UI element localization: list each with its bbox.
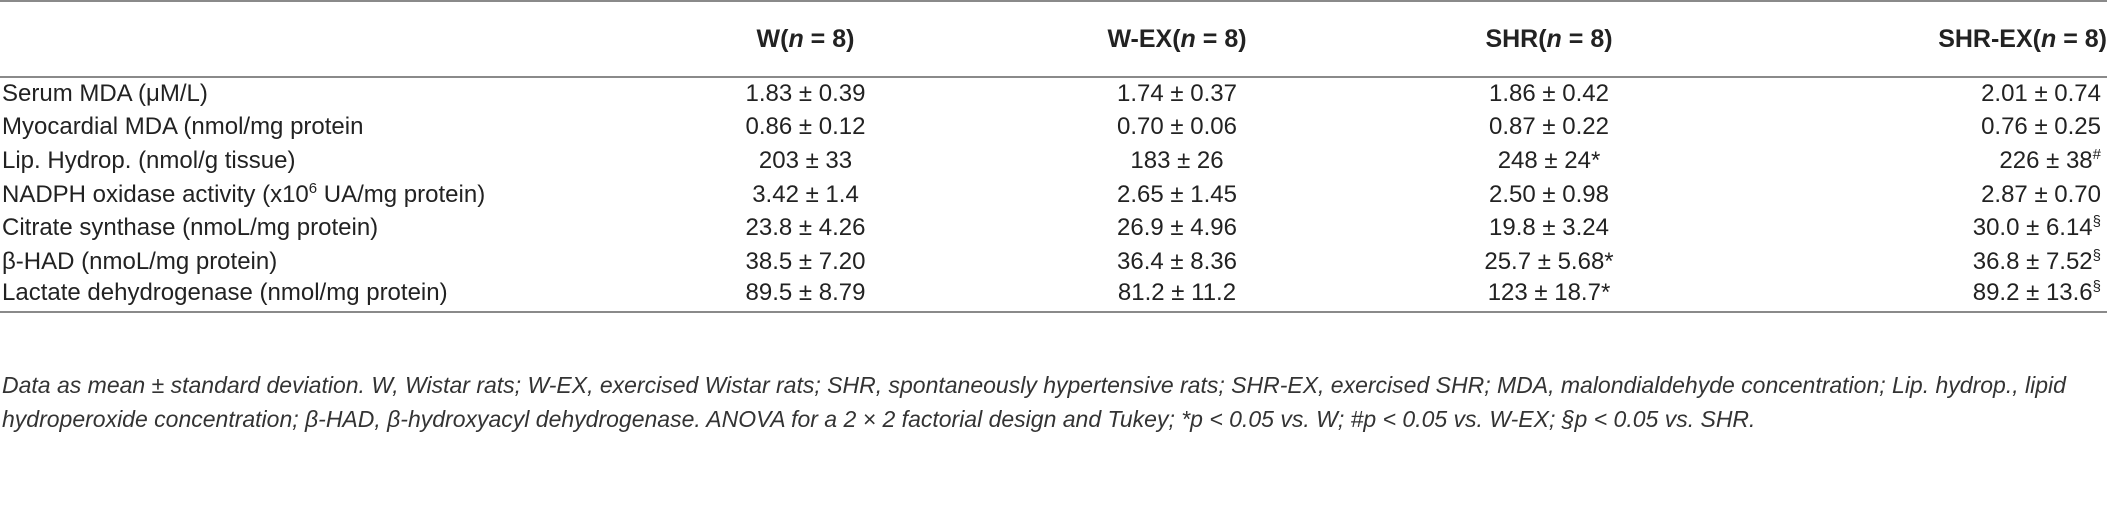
cell-shr: 248 ± 24* — [1497, 146, 1601, 174]
data-table: W(n = 8) W-EX(n = 8) SHR(n = 8) SHR-EX(n… — [0, 0, 2107, 314]
table-row: Citrate synthase (nmoL/mg protein) 23.8 … — [0, 211, 2107, 245]
cell-w: 23.8 ± 4.26 — [745, 214, 866, 242]
cell-w: 38.5 ± 7.20 — [745, 247, 866, 275]
cell-w: 203 ± 33 — [758, 146, 853, 174]
cell-shr: 1.86 ± 0.42 — [1489, 80, 1609, 108]
cell-w: 0.86 ± 0.12 — [745, 113, 866, 141]
cell-shr: 19.8 ± 3.24 — [1489, 214, 1609, 242]
table-row: Serum MDA (μM/L) 1.83 ± 0.39 1.74 ± 0.37… — [0, 77, 2107, 111]
significance-mark: § — [2092, 213, 2101, 231]
cell-shr-ex: 2.87 ± 0.70 — [1981, 180, 2101, 208]
cell-shr-ex: 226 ± 38# — [1999, 145, 2101, 174]
cell-shr: 0.87 ± 0.22 — [1489, 113, 1609, 141]
header-cell-w-ex: W-EX(n = 8) — [991, 0, 1363, 78]
table-row: NADPH oxidase activity (x106 UA/mg prote… — [0, 178, 2107, 212]
table-row: Lactate dehydrogenase (nmol/mg protein) … — [0, 277, 2107, 314]
table-header-row: W(n = 8) W-EX(n = 8) SHR(n = 8) SHR-EX(n… — [0, 0, 2107, 78]
exponent: 6 — [308, 179, 318, 197]
cell-w-ex: 183 ± 26 — [1130, 146, 1224, 174]
cell-shr: 2.50 ± 0.98 — [1489, 180, 1609, 208]
cell-w-ex: 26.9 ± 4.96 — [1117, 214, 1237, 242]
cell-shr-ex: 30.0 ± 6.14§ — [1972, 213, 2101, 242]
significance-mark: # — [2092, 145, 2101, 163]
row-label: Lip. Hydrop. (nmol/g tissue) — [2, 146, 296, 174]
row-label: Serum MDA (μM/L) — [2, 80, 208, 108]
significance-mark: § — [2092, 277, 2101, 295]
data-table-container: W(n = 8) W-EX(n = 8) SHR(n = 8) SHR-EX(n… — [0, 0, 2107, 314]
cell-w-ex: 81.2 ± 11.2 — [991, 278, 1363, 314]
cell-shr-ex: 0.76 ± 0.25 — [1981, 113, 2101, 141]
cell-w-ex: 1.74 ± 0.37 — [1117, 80, 1237, 108]
row-label: β-HAD (nmoL/mg protein) — [2, 247, 278, 275]
header-cell-label — [0, 0, 620, 78]
cell-w: 89.5 ± 8.79 — [620, 278, 991, 314]
header-cell-shr-ex: SHR-EX(n = 8) — [1735, 0, 2107, 78]
row-label: NADPH oxidase activity (x106 UA/mg prote… — [2, 179, 486, 208]
cell-w-ex: 36.4 ± 8.36 — [1117, 247, 1237, 275]
cell-w-ex: 0.70 ± 0.06 — [1117, 113, 1237, 141]
cell-shr-ex: 89.2 ± 13.6§ — [1735, 277, 2107, 314]
cell-shr-ex: 2.01 ± 0.74 — [1981, 80, 2101, 108]
cell-shr-ex: 36.8 ± 7.52§ — [1972, 246, 2101, 275]
row-label: Myocardial MDA (nmol/mg protein — [2, 113, 364, 141]
header-cell-shr: SHR(n = 8) — [1363, 0, 1735, 78]
row-label: Citrate synthase (nmoL/mg protein) — [2, 214, 379, 242]
table-row: Lip. Hydrop. (nmol/g tissue) 203 ± 33 18… — [0, 144, 2107, 178]
cell-w: 1.83 ± 0.39 — [745, 80, 866, 108]
cell-w-ex: 2.65 ± 1.45 — [1117, 180, 1237, 208]
table-row: Myocardial MDA (nmol/mg protein 0.86 ± 0… — [0, 111, 2107, 145]
cell-shr: 123 ± 18.7* — [1363, 278, 1735, 314]
row-label: Lactate dehydrogenase (nmol/mg protein) — [0, 278, 620, 314]
cell-w: 3.42 ± 1.4 — [752, 180, 859, 208]
table-row: β-HAD (nmoL/mg protein) 38.5 ± 7.20 36.4… — [0, 245, 2107, 279]
header-cell-w: W(n = 8) — [620, 0, 991, 78]
significance-mark: § — [2092, 246, 2101, 264]
table-footnote: Data as mean ± standard deviation. W, Wi… — [2, 372, 2066, 432]
cell-shr: 25.7 ± 5.68* — [1484, 247, 1614, 275]
